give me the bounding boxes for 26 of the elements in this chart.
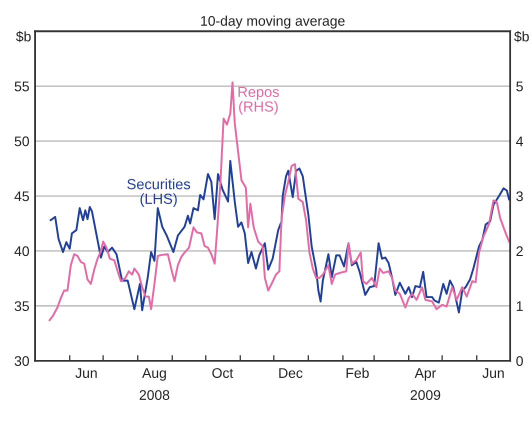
x-tick-label: Oct — [212, 368, 234, 378]
y-tick-label: 45 — [14, 192, 29, 202]
y2-tick-label: 1 — [516, 301, 523, 311]
y2-tick-label: 5 — [516, 82, 523, 92]
y-tick-label: 35 — [14, 301, 29, 312]
y2-tick-label: 3 — [516, 191, 523, 202]
y-tick-label: 50 — [14, 136, 30, 146]
y-tick-label: 55 — [14, 82, 29, 92]
y-tick-label: 40 — [14, 246, 30, 256]
y2-tick-label: 4 — [516, 136, 524, 146]
line-series — [50, 160, 510, 314]
line-series — [48, 81, 510, 322]
x-tick-label: Dec — [279, 368, 302, 378]
y-tick-label: 30 — [14, 356, 30, 366]
chart-title: 10-day moving average — [201, 16, 345, 29]
series-label: Repos (RHS) — [238, 86, 279, 115]
y2-tick-label: 0 — [516, 356, 523, 366]
x-tick-label: Aug 2008 — [140, 368, 170, 400]
y2-axis-title: $b — [514, 31, 529, 42]
y2-tick-label: 2 — [516, 246, 523, 256]
x-tick-label: Feb — [346, 368, 369, 378]
x-tick-label: Apr 2009 — [410, 368, 440, 400]
series-label: Securities (LHS) — [127, 178, 190, 207]
x-tick-label: Jun — [75, 368, 97, 378]
y-axis-title: $b — [16, 31, 31, 42]
x-tick-label: Jun — [482, 368, 504, 378]
